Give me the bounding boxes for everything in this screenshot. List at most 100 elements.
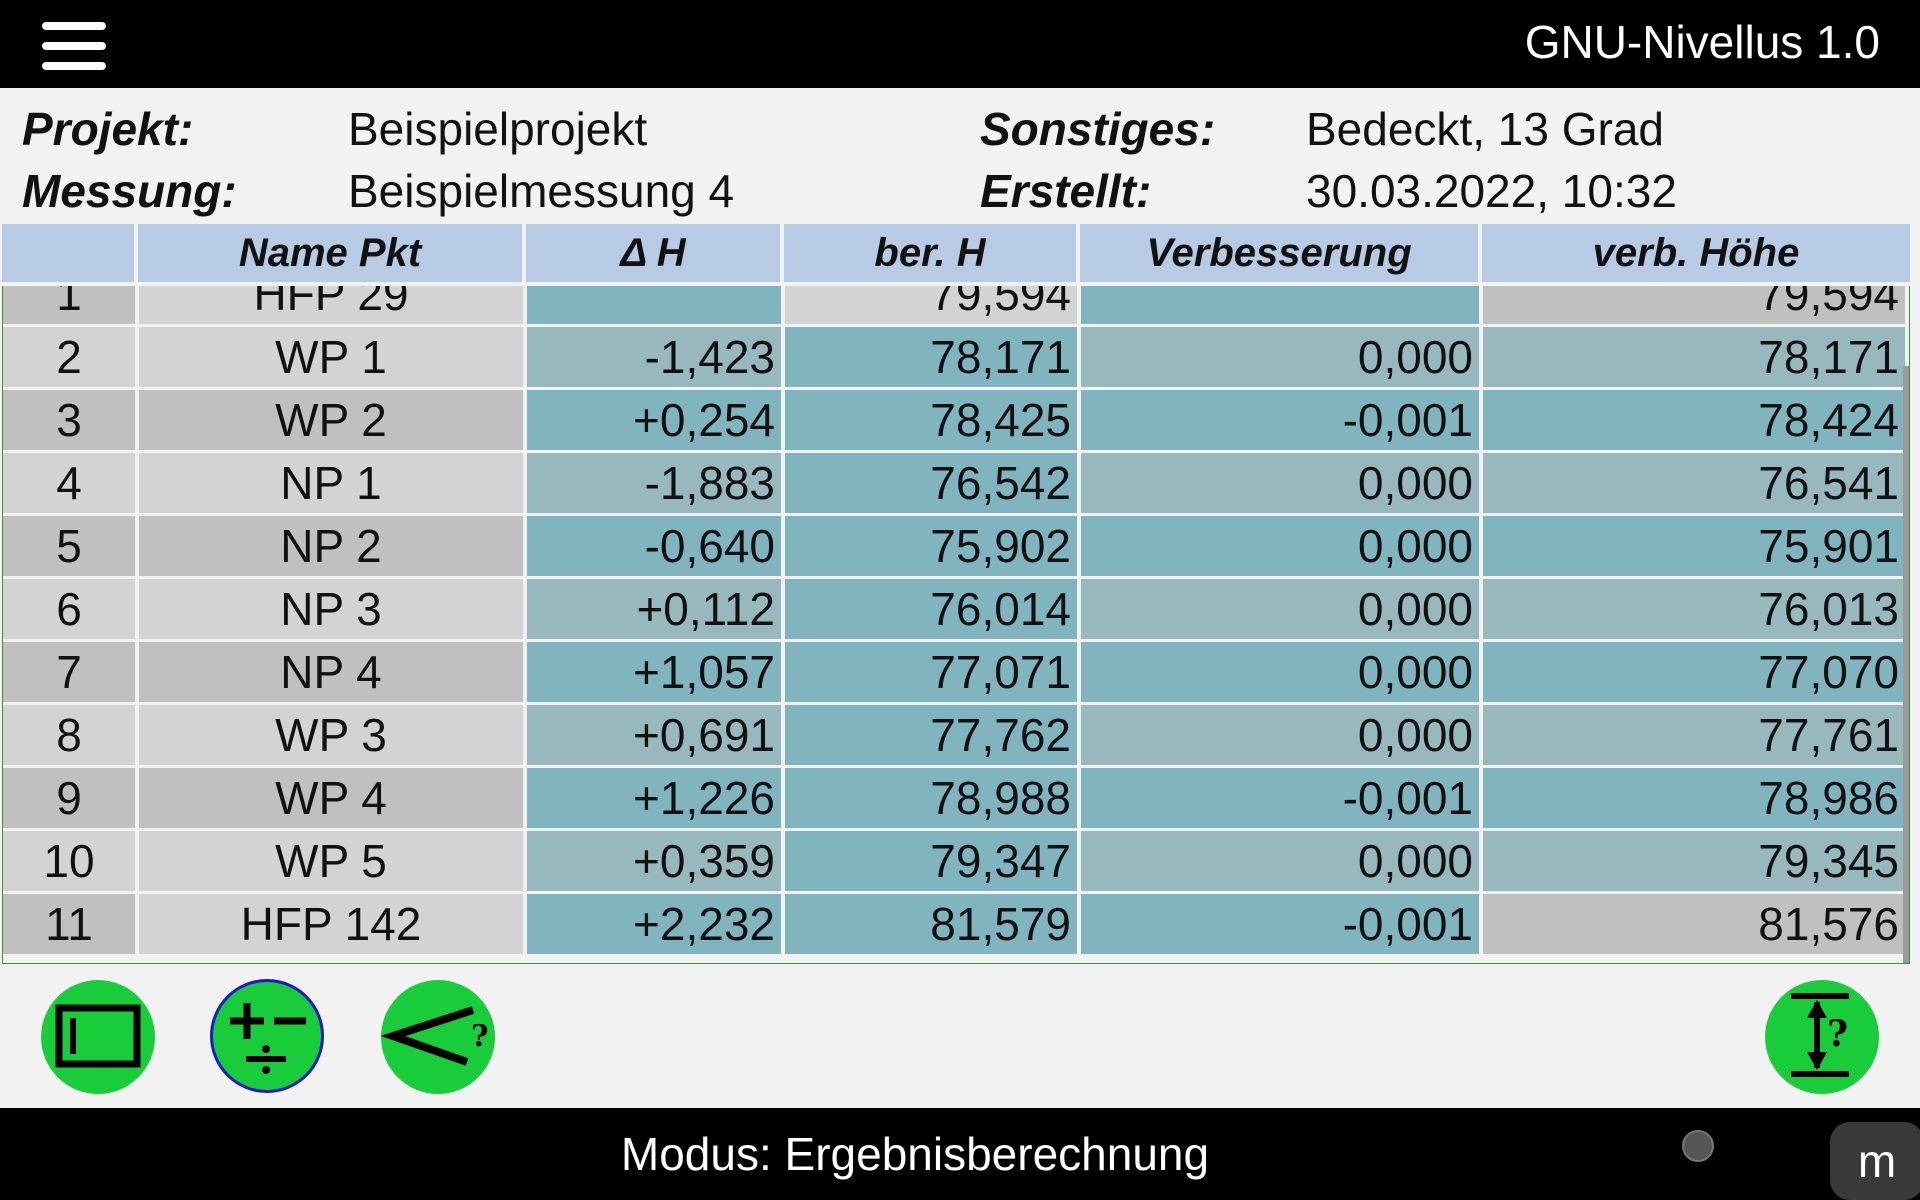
column-header-verbesserung: Verbesserung bbox=[1080, 224, 1478, 282]
top-bar: GNU-Nivellus 1.0 bbox=[0, 0, 1920, 88]
cell-nr: 6 bbox=[3, 579, 135, 639]
screen-icon bbox=[55, 1004, 141, 1068]
cell-nr: 10 bbox=[3, 831, 135, 891]
cell-ber-h: 81,579 bbox=[785, 894, 1077, 954]
cell-delta-h: +0,359 bbox=[527, 831, 781, 891]
cell-verb-hoehe: 78,424 bbox=[1483, 390, 1905, 450]
cell-nr: 1 bbox=[3, 286, 135, 324]
m-button[interactable]: m bbox=[1830, 1122, 1920, 1200]
column-header-name: Name Pkt bbox=[138, 224, 522, 282]
cell-verbesserung: -0,001 bbox=[1081, 894, 1479, 954]
screen-button[interactable] bbox=[41, 980, 155, 1094]
cell-nr: 5 bbox=[3, 516, 135, 576]
cell-verbesserung: -0,001 bbox=[1081, 768, 1479, 828]
cell-verbesserung: 0,000 bbox=[1081, 453, 1479, 513]
cell-nr: 3 bbox=[3, 390, 135, 450]
table-row[interactable]: 2 WP 1 -1,423 78,171 0,000 78,171 bbox=[3, 327, 1909, 387]
cell-ber-h: 79,347 bbox=[785, 831, 1077, 891]
cell-name: NP 4 bbox=[139, 642, 523, 702]
cell-verb-hoehe: 78,171 bbox=[1483, 327, 1905, 387]
mode-label: Modus: Ergebnisberechnung bbox=[620, 1128, 1210, 1180]
cell-verb-hoehe: 79,594 bbox=[1483, 286, 1905, 324]
cell-name: WP 3 bbox=[139, 705, 523, 765]
table-row[interactable]: 3 WP 2 +0,254 78,425 -0,001 78,424 bbox=[3, 390, 1909, 450]
cell-verb-hoehe: 76,541 bbox=[1483, 453, 1905, 513]
cell-nr: 8 bbox=[3, 705, 135, 765]
cell-verbesserung: 0,000 bbox=[1081, 642, 1479, 702]
cell-delta-h: +0,691 bbox=[527, 705, 781, 765]
cell-delta-h: +0,112 bbox=[527, 579, 781, 639]
info-right: Sonstiges: Bedeckt, 13 Grad Erstellt: 30… bbox=[980, 98, 1880, 228]
cell-ber-h: 75,902 bbox=[785, 516, 1077, 576]
cell-nr: 9 bbox=[3, 768, 135, 828]
cell-delta-h: -1,883 bbox=[527, 453, 781, 513]
measurement-label: Messung: bbox=[22, 165, 237, 217]
cell-nr: 7 bbox=[3, 642, 135, 702]
cell-name: WP 1 bbox=[139, 327, 523, 387]
hamburger-icon[interactable] bbox=[42, 22, 106, 70]
indicator-dot[interactable] bbox=[1682, 1130, 1714, 1162]
table-row[interactable]: 7 NP 4 +1,057 77,071 0,000 77,070 bbox=[3, 642, 1909, 702]
cell-delta-h: -1,423 bbox=[527, 327, 781, 387]
column-header-ber-h: ber. H bbox=[784, 224, 1076, 282]
cell-name: HFP 29 bbox=[139, 286, 523, 324]
cell-ber-h: 76,542 bbox=[785, 453, 1077, 513]
cell-delta-h: +1,057 bbox=[527, 642, 781, 702]
cell-name: HFP 142 bbox=[139, 894, 523, 954]
cell-ber-h: 78,425 bbox=[785, 390, 1077, 450]
cell-ber-h: 78,171 bbox=[785, 327, 1077, 387]
table-row[interactable]: 9 WP 4 +1,226 78,988 -0,001 78,986 bbox=[3, 768, 1909, 828]
project-value: Beispielprojekt bbox=[348, 103, 648, 155]
cell-ber-h: 76,014 bbox=[785, 579, 1077, 639]
misc-label: Sonstiges: bbox=[980, 103, 1216, 155]
cell-nr: 11 bbox=[3, 894, 135, 954]
column-header-verb-hoehe: verb. Höhe bbox=[1482, 224, 1910, 282]
table-row[interactable]: 1 HFP 29 79,594 79,594 bbox=[3, 286, 1909, 324]
table-row[interactable]: 8 WP 3 +0,691 77,762 0,000 77,761 bbox=[3, 705, 1909, 765]
cell-verbesserung: 0,000 bbox=[1081, 831, 1479, 891]
cell-name: NP 1 bbox=[139, 453, 523, 513]
cell-delta-h: -0,640 bbox=[527, 516, 781, 576]
table-row[interactable]: 5 NP 2 -0,640 75,902 0,000 75,901 bbox=[3, 516, 1909, 576]
cell-ber-h: 79,594 bbox=[785, 286, 1077, 324]
cell-delta-h: +2,232 bbox=[527, 894, 781, 954]
cell-ber-h: 77,762 bbox=[785, 705, 1077, 765]
cell-verb-hoehe: 79,345 bbox=[1483, 831, 1905, 891]
cell-nr: 2 bbox=[3, 327, 135, 387]
cell-verbesserung: -0,001 bbox=[1081, 390, 1479, 450]
cell-ber-h: 78,988 bbox=[785, 768, 1077, 828]
table-body[interactable]: 11 HFP 142 +2,232 81,579 -0,001 81,576 10 WP 5 +… bbox=[2, 286, 1910, 964]
cell-name: NP 3 bbox=[139, 579, 523, 639]
cell-verbesserung: 0,000 bbox=[1081, 579, 1479, 639]
cell-name: WP 4 bbox=[139, 768, 523, 828]
created-label: Erstellt: bbox=[980, 165, 1152, 217]
angle-check-button[interactable]: ? bbox=[381, 980, 495, 1094]
cell-name: WP 5 bbox=[139, 831, 523, 891]
cell-ber-h: 77,071 bbox=[785, 642, 1077, 702]
project-label: Projekt: bbox=[22, 103, 194, 155]
table-row[interactable]: 6 NP 3 +0,112 76,014 0,000 76,013 bbox=[3, 579, 1909, 639]
cell-verb-hoehe: 75,901 bbox=[1483, 516, 1905, 576]
calculate-button[interactable] bbox=[210, 979, 324, 1093]
table-header: Name Pkt Δ H ber. H Verbesserung verb. H… bbox=[2, 224, 1910, 282]
cell-name: NP 2 bbox=[139, 516, 523, 576]
table-row[interactable]: 11 HFP 142 +2,232 81,579 -0,001 81,576 bbox=[3, 894, 1909, 954]
cell-verbesserung bbox=[1081, 286, 1479, 324]
table-row[interactable]: 10 WP 5 +0,359 79,347 0,000 79,345 bbox=[3, 831, 1909, 891]
table-row[interactable]: 4 NP 1 -1,883 76,542 0,000 76,541 bbox=[3, 453, 1909, 513]
svg-text:?: ? bbox=[471, 1019, 489, 1054]
cell-verb-hoehe: 77,761 bbox=[1483, 705, 1905, 765]
cell-delta-h bbox=[527, 286, 781, 324]
plus-minus-divide-icon bbox=[230, 1003, 306, 1074]
status-bar: Modus: Ergebnisberechnung m bbox=[0, 1108, 1920, 1200]
misc-value: Bedeckt, 13 Grad bbox=[1306, 103, 1664, 155]
app-title: GNU-Nivellus 1.0 bbox=[1524, 16, 1880, 68]
angle-question-icon: ? bbox=[381, 1006, 489, 1066]
cell-delta-h: +0,254 bbox=[527, 390, 781, 450]
cell-name: WP 2 bbox=[139, 390, 523, 450]
column-header-delta-h: Δ H bbox=[526, 224, 780, 282]
cell-verbesserung: 0,000 bbox=[1081, 327, 1479, 387]
cell-verbesserung: 0,000 bbox=[1081, 516, 1479, 576]
height-check-button[interactable]: ? bbox=[1765, 980, 1879, 1094]
scrollbar[interactable] bbox=[1903, 366, 1909, 963]
